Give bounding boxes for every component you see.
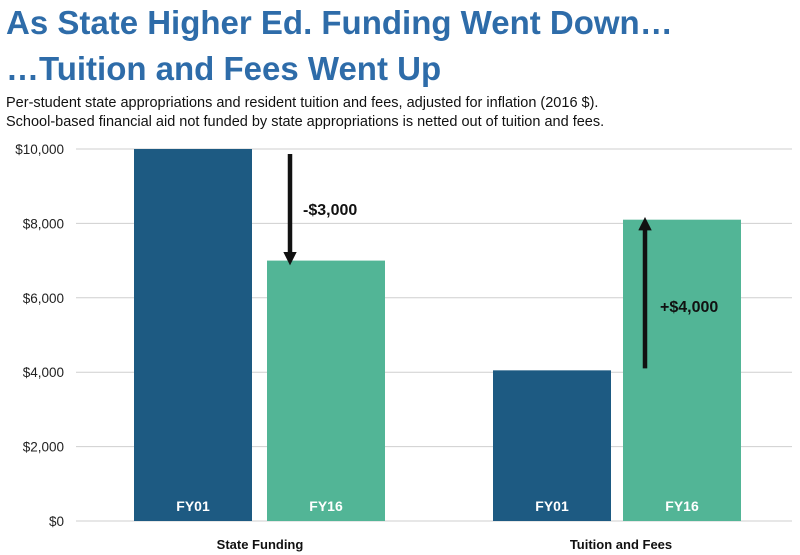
- change-label: -$3,000: [303, 202, 357, 219]
- change-label: +$4,000: [660, 299, 718, 316]
- bar-fy16: [267, 260, 385, 521]
- category-labels: State Funding Tuition and Fees: [217, 537, 673, 552]
- category-label: Tuition and Fees: [570, 537, 672, 552]
- y-tick-label: $6,000: [23, 291, 64, 306]
- y-axis-ticks: $0 $2,000 $4,000 $6,000 $8,000 $10,000: [15, 142, 64, 529]
- y-tick-label: $2,000: [23, 440, 64, 455]
- bar-fy01: [493, 370, 611, 521]
- y-tick-label: $0: [49, 514, 64, 529]
- category-label: State Funding: [217, 537, 304, 552]
- bar-fy01: [134, 149, 252, 521]
- chart-subtitle-line-1: Per-student state appropriations and res…: [6, 95, 599, 111]
- bar-label: FY16: [309, 498, 343, 514]
- bar-label: FY01: [535, 498, 569, 514]
- y-tick-label: $8,000: [23, 216, 64, 231]
- chart-subtitle-line-2: School-based financial aid not funded by…: [6, 114, 605, 130]
- bar-label: FY01: [176, 498, 210, 514]
- chart-title-line-1: As State Higher Ed. Funding Went Down…: [6, 4, 673, 41]
- y-tick-label: $10,000: [15, 142, 64, 157]
- y-tick-label: $4,000: [23, 365, 64, 380]
- chart-title-line-2: …Tuition and Fees Went Up: [6, 50, 442, 87]
- change-annotations: -$3,000 +$4,000: [283, 154, 718, 369]
- bars: FY01 FY16 FY01 FY16: [134, 149, 741, 521]
- bar-label: FY16: [665, 498, 699, 514]
- bar-fy16: [623, 219, 741, 521]
